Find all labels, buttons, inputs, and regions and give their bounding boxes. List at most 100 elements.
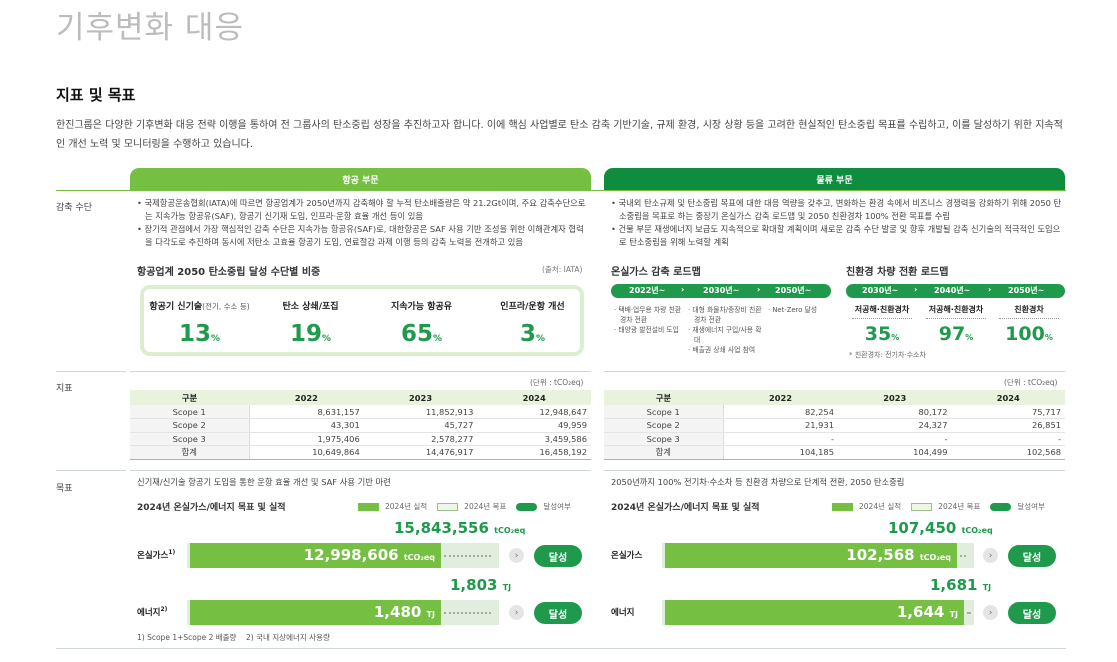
roadmap-col-3: · Net-Zero 달성 bbox=[768, 306, 818, 314]
table-cell: 11,852,913 bbox=[363, 405, 478, 419]
share-value: 19 bbox=[289, 321, 322, 347]
logistics-chart-title: 2024년 온실가스/에너지 목표 및 실적 bbox=[611, 503, 760, 513]
chevron-right-icon[interactable]: › bbox=[509, 605, 524, 620]
logistics-header: 물류 부문 bbox=[604, 168, 1065, 190]
table-cell: 1,975,406 bbox=[249, 432, 364, 446]
roadmap-item: 배출권 상쇄 사업 참여 bbox=[692, 346, 756, 354]
bullet-item: • 건물 부문 재생에너지 보급도 지속적으로 확대할 계획이며 새로운 감축 … bbox=[611, 224, 1061, 247]
table-cell: 102,568 bbox=[951, 445, 1065, 460]
row-label-targets: 목표 bbox=[56, 484, 73, 494]
actual-number: 12,998,606 bbox=[303, 546, 399, 564]
ev-period: 2030년~ bbox=[862, 286, 899, 295]
ev-value: 97 bbox=[938, 323, 966, 345]
roadmap-period-bar: 2022년~ › 2030년~ › 2050년~ bbox=[611, 284, 831, 298]
table-cell: Scope 2 bbox=[604, 418, 724, 433]
table-cell: 75,717 bbox=[951, 405, 1065, 419]
logistics-target-text: 2050년까지 100% 전기차·수소차 등 친환경 차량으로 단계적 전환, … bbox=[611, 477, 905, 487]
table-cell: - bbox=[837, 432, 952, 446]
table-header: 구분 bbox=[604, 390, 723, 405]
table-cell: Scope 3 bbox=[604, 432, 724, 446]
legend-label: 달성여부 bbox=[543, 502, 571, 511]
bottom-divider bbox=[56, 648, 1066, 649]
table-header: 2022 bbox=[249, 390, 364, 405]
target-unit: TJ bbox=[982, 583, 992, 592]
actual-number: 102,568 bbox=[846, 546, 915, 564]
footnotes: 1) Scope 1+Scope 2 배출량 2) 국내 지상에너지 사용량 bbox=[137, 632, 330, 643]
chevron-right-icon[interactable]: › bbox=[983, 548, 998, 563]
table-cell: Scope 1 bbox=[130, 405, 250, 419]
table-cell: 2,578,277 bbox=[363, 432, 478, 446]
share-unit: % bbox=[321, 334, 332, 344]
table-header: 2022 bbox=[723, 390, 838, 405]
roadmap-item: 택배·업무용 차량 친환경차 전환 bbox=[618, 306, 682, 324]
label-text: 에너지 bbox=[137, 608, 161, 618]
share-unit: % bbox=[210, 334, 221, 344]
aviation-bullets: • 국제항공운송협회(IATA)에 따르면 항공업계가 2050년까지 감축해야… bbox=[137, 197, 587, 249]
target-number: 107,450 bbox=[888, 519, 957, 537]
table-cell: 80,172 bbox=[837, 405, 952, 419]
chevron-right-icon[interactable]: › bbox=[509, 548, 524, 563]
actual-unit: TJ bbox=[426, 610, 435, 619]
table-cell: 12,948,647 bbox=[477, 405, 591, 419]
share-note: (전기, 수소 등) bbox=[202, 302, 250, 311]
legend-label: 달성여부 bbox=[1017, 502, 1045, 511]
table-cell: 49,959 bbox=[477, 418, 591, 433]
table-cell: 82,254 bbox=[723, 405, 838, 419]
row-label-means: 감축 수단 bbox=[56, 203, 92, 213]
table-header: 2024 bbox=[951, 390, 1065, 405]
footnote: 2) 국내 지상에너지 사용량 bbox=[246, 633, 330, 642]
ghg-actual-bar: 102,568 tCO₂eq bbox=[665, 543, 957, 568]
chevron-right-icon[interactable]: › bbox=[983, 605, 998, 620]
legend-label: 2024년 목표 bbox=[464, 502, 507, 511]
share-label: 인프라/운항 개선 bbox=[500, 302, 565, 312]
actual-unit: TJ bbox=[949, 610, 958, 619]
energy-status-badge: 달성 bbox=[1008, 602, 1056, 624]
share-label: 탄소 상쇄/포집 bbox=[282, 302, 339, 312]
logistics-emissions-table: 구분 2022 2023 2024 Scope 1 82,254 80,172 75,… bbox=[604, 390, 1065, 460]
share-value: 13 bbox=[178, 321, 211, 347]
share-value: 3 bbox=[519, 321, 536, 347]
share-unit: % bbox=[432, 334, 443, 344]
roadmap-item: Net-Zero 달성 bbox=[772, 306, 818, 314]
table-cell: 21,931 bbox=[723, 418, 838, 433]
ev-col: 친환경차 100% bbox=[999, 304, 1059, 345]
roadmap-item: 재생에너지 구입/사용 확대 bbox=[692, 326, 762, 344]
roadmap-period: 2022년~ bbox=[629, 286, 666, 295]
table-cell: 16,458,192 bbox=[477, 445, 591, 460]
target-number: 1,681 bbox=[930, 576, 978, 594]
intro-text: 한진그룹은 다양한 기후변화 대응 전략 이행을 통하여 전 그룹사의 탄소중립… bbox=[56, 120, 1063, 150]
legend-swatch bbox=[832, 502, 853, 511]
share-item: 항공기 신기술(전기, 수소 등) 13% bbox=[144, 289, 255, 347]
ghg-status-badge: 달성 bbox=[534, 545, 582, 567]
ev-roadmap-title: 친환경 차량 전환 로드맵 bbox=[846, 267, 949, 278]
table-header: 구분 bbox=[130, 390, 249, 405]
legend-swatch bbox=[911, 502, 933, 511]
label-sup: 1) bbox=[168, 549, 176, 557]
target-number: 1,803 bbox=[450, 576, 498, 594]
ev-unit: % bbox=[965, 333, 974, 342]
target-unit: tCO₂eq bbox=[494, 526, 526, 535]
roadmap-col-2: · 대형 화물차/중장비 친환경차 전환 · 재생에너지 구입/사용 확대 · … bbox=[688, 306, 762, 354]
bullet-text: 국제항공운송협회(IATA)에 따르면 항공업계가 2050년까지 감축해야 할… bbox=[144, 198, 586, 221]
footnote: 1) Scope 1+Scope 2 배출량 bbox=[137, 633, 237, 642]
table-row: Scope 1 82,254 80,172 75,717 bbox=[604, 405, 1065, 419]
table-cell: 합계 bbox=[130, 445, 250, 460]
ev-note: * 친환경차: 전기차·수소차 bbox=[849, 351, 926, 359]
energy-gap-line bbox=[444, 612, 491, 614]
share-value: 65 bbox=[400, 321, 433, 347]
page-title: 기후변화 대응 bbox=[56, 10, 244, 46]
roadmap-title: 온실가스 감축 로드맵 bbox=[611, 267, 701, 278]
bullet-item: • 장기적 관점에서 가장 핵심적인 감축 수단은 지속가능 항공유(SAF)로… bbox=[137, 224, 584, 247]
share-item: 탄소 상쇄/포집 19% bbox=[255, 289, 366, 347]
row-divider bbox=[130, 371, 591, 372]
table-header: 2023 bbox=[363, 390, 478, 405]
row-divider bbox=[56, 371, 126, 372]
ev-unit: % bbox=[1044, 333, 1053, 342]
ev-period: 2040년~ bbox=[934, 286, 971, 295]
bullet-text: 국내외 탄소규제 및 탄소중립 목표에 대한 대응 역량을 갖추고, 변화하는 … bbox=[618, 198, 1062, 221]
roadmap-item: 대형 화물차/중장비 친환경차 전환 bbox=[692, 306, 762, 324]
actual-unit: tCO₂eq bbox=[403, 553, 435, 562]
ev-value: 35 bbox=[864, 323, 892, 345]
roadmap-period: 2030년~ bbox=[703, 286, 740, 295]
share-unit: % bbox=[535, 334, 546, 344]
